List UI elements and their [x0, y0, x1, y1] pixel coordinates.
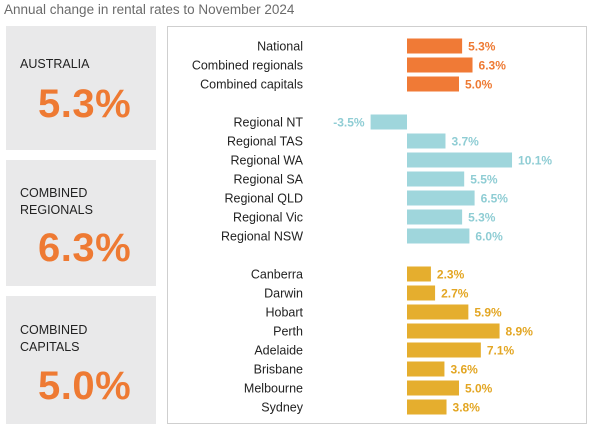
value-label-sydney: 3.8%: [453, 401, 481, 415]
value-label-canberra: 2.3%: [437, 268, 465, 282]
bar-regional-wa: [407, 152, 513, 168]
category-label-national: National: [257, 40, 303, 54]
value-label-regional-tas: 3.7%: [451, 135, 479, 149]
category-label-sydney: Sydney: [261, 401, 303, 415]
category-label-canberra: Canberra: [251, 268, 303, 282]
category-label-hobart: Hobart: [265, 306, 303, 320]
value-label-regional-nsw: 6.0%: [475, 230, 503, 244]
category-label-darwin: Darwin: [264, 287, 303, 301]
chart-panel: National 5.3% Combined regionals 6.3% Combin…: [167, 26, 587, 424]
bar-perth: [407, 323, 500, 339]
category-label-perth: Perth: [273, 325, 303, 339]
value-label-perth: 8.9%: [506, 325, 534, 339]
combined-regionals-card-value: 6.3%: [38, 226, 132, 270]
value-label-combined-regionals: 6.3%: [479, 59, 507, 73]
category-label-regional-wa: Regional WA: [231, 154, 304, 168]
bar-melbourne: [407, 380, 459, 396]
bar-hobart: [407, 304, 469, 320]
bar-darwin: [407, 285, 436, 301]
combined-regionals-card: COMBINED REGIONALS 6.3%: [6, 160, 156, 286]
value-label-brisbane: 3.6%: [450, 363, 478, 377]
combined-capitals-card-label: COMBINED CAPITALS: [20, 323, 88, 354]
value-label-regional-vic: 5.3%: [468, 211, 496, 225]
category-label-regional-nt: Regional NT: [234, 116, 304, 130]
category-label-regional-nsw: Regional NSW: [221, 230, 303, 244]
combined-capitals-card: COMBINED CAPITALS 5.0%: [6, 296, 156, 424]
bar-combined-capitals: [407, 76, 459, 92]
bar-sydney: [407, 399, 447, 415]
bar-combined-regionals: [407, 57, 473, 73]
category-label-melbourne: Melbourne: [244, 382, 303, 396]
value-label-regional-nt: -3.5%: [333, 116, 365, 130]
combined-regionals-card-label: COMBINED REGIONALS: [20, 186, 93, 217]
bar-regional-sa: [407, 171, 465, 187]
australia-card-label: AUSTRALIA: [20, 57, 90, 71]
category-label-regional-qld: Regional QLD: [224, 192, 303, 206]
category-label-regional-sa: Regional SA: [234, 173, 304, 187]
bar-brisbane: [407, 361, 445, 377]
category-label-combined-capitals: Combined capitals: [200, 78, 303, 92]
bar-regional-nt: [370, 114, 407, 130]
value-label-adelaide: 7.1%: [487, 344, 515, 358]
value-label-darwin: 2.7%: [441, 287, 469, 301]
category-label-regional-vic: Regional Vic: [233, 211, 303, 225]
category-label-regional-tas: Regional TAS: [227, 135, 303, 149]
value-label-combined-capitals: 5.0%: [465, 78, 493, 92]
bar-regional-tas: [407, 133, 446, 149]
bar-canberra: [407, 266, 431, 282]
bar-chart: National 5.3% Combined regionals 6.3% Combin…: [192, 38, 552, 415]
australia-card-value: 5.3%: [38, 82, 132, 126]
chart-title: Annual change in rental rates to Novembe…: [4, 2, 295, 17]
bar-regional-qld: [407, 190, 475, 206]
bar-regional-nsw: [407, 228, 470, 244]
value-label-regional-qld: 6.5%: [481, 192, 509, 206]
value-label-melbourne: 5.0%: [465, 382, 493, 396]
combined-capitals-card-value: 5.0%: [38, 364, 132, 408]
value-label-regional-wa: 10.1%: [518, 154, 552, 168]
value-label-regional-sa: 5.5%: [470, 173, 498, 187]
bar-national: [407, 38, 463, 54]
value-label-national: 5.3%: [468, 40, 496, 54]
bar-regional-vic: [407, 209, 463, 225]
category-label-adelaide: Adelaide: [254, 344, 303, 358]
australia-card: AUSTRALIA 5.3%: [6, 26, 156, 150]
category-label-combined-regionals: Combined regionals: [192, 59, 303, 73]
bar-adelaide: [407, 342, 481, 358]
value-label-hobart: 5.9%: [474, 306, 502, 320]
category-label-brisbane: Brisbane: [254, 363, 303, 377]
